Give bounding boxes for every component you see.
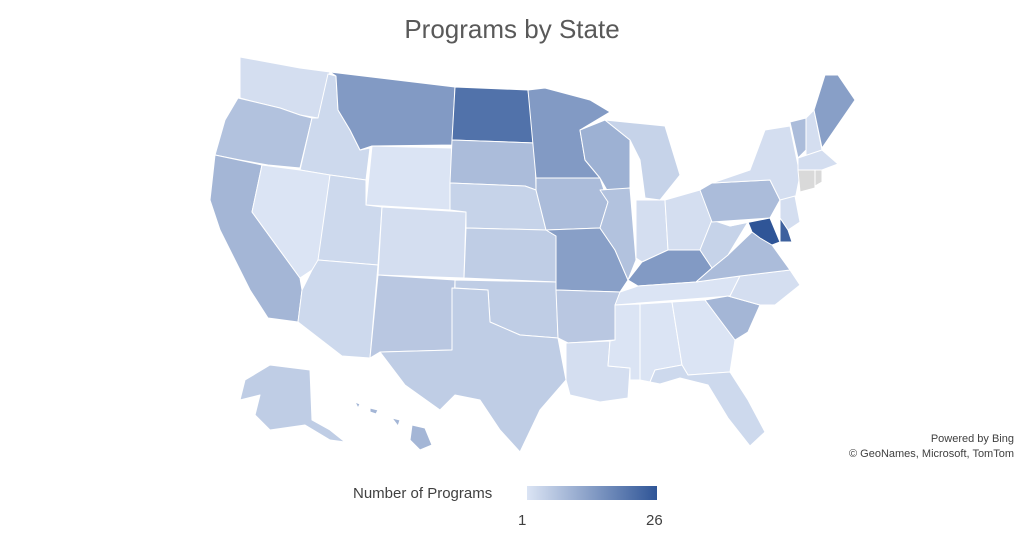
map-title: Programs by State	[404, 14, 620, 44]
state-ct[interactable]	[797, 169, 816, 193]
state-pa[interactable]	[699, 179, 781, 223]
state-sc[interactable]	[704, 295, 761, 341]
legend-gradient-rect	[527, 486, 657, 500]
state-tx[interactable]	[379, 287, 567, 453]
state-ar[interactable]	[555, 289, 621, 344]
legend-max-label: 26	[646, 512, 663, 529]
state-sd[interactable]	[449, 139, 537, 191]
state-fl[interactable]	[649, 364, 766, 447]
state-il[interactable]	[599, 187, 637, 281]
state-ri[interactable]	[814, 169, 823, 187]
attribution-copyright: © GeoNames, Microsoft, TomTom	[849, 448, 1014, 460]
state-hi[interactable]	[354, 401, 433, 451]
legend-gradient-bar	[527, 486, 657, 500]
state-nd[interactable]	[451, 86, 536, 144]
state-wy[interactable]	[365, 145, 453, 211]
state-ia[interactable]	[535, 177, 609, 231]
attribution-powered-by: Powered by Bing	[930, 433, 1014, 445]
state-de[interactable]	[779, 217, 793, 243]
state-nj[interactable]	[779, 195, 801, 231]
state-md[interactable]	[729, 217, 781, 246]
state-mi[interactable]	[604, 119, 681, 201]
legend-title: Number of Programs	[353, 485, 493, 502]
state-me[interactable]	[813, 74, 856, 149]
map-attribution: Powered by Bing © GeoNames, Microsoft, T…	[849, 432, 1014, 462]
state-ma[interactable]	[797, 149, 839, 171]
legend-min-label: 1	[518, 512, 527, 529]
state-co[interactable]	[377, 206, 467, 279]
state-ak[interactable]	[239, 364, 346, 443]
state-nm[interactable]	[369, 274, 456, 359]
state-az[interactable]	[297, 259, 379, 359]
state-ks[interactable]	[463, 227, 557, 283]
